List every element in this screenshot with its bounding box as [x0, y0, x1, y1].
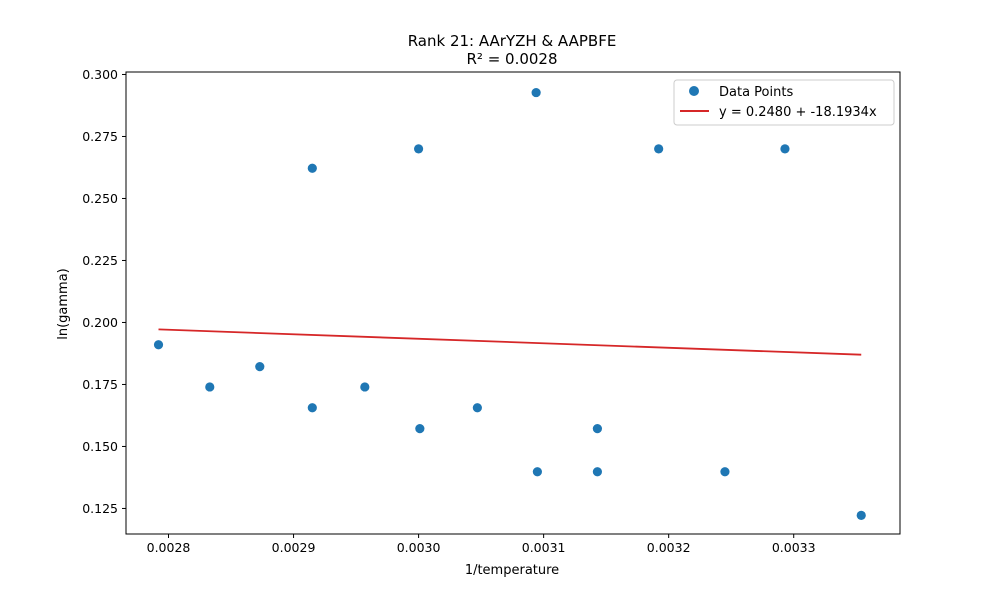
- chart-title: Rank 21: AArYZH & AAPBFE: [408, 32, 617, 50]
- data-point: [856, 510, 866, 521]
- x-tick-label: 0.0033: [772, 540, 816, 555]
- data-point: [780, 144, 790, 154]
- y-tick-label: 0.150: [82, 439, 118, 454]
- data-point: [532, 467, 542, 477]
- x-tick-label: 0.0032: [647, 540, 691, 555]
- data-point: [720, 467, 730, 477]
- data-point: [654, 144, 664, 154]
- data-point: [592, 424, 603, 434]
- axes-frame: [125, 71, 901, 535]
- y-tick-label: 0.200: [82, 315, 118, 330]
- legend-frame: [673, 79, 895, 126]
- data-point: [153, 340, 164, 350]
- x-tick-label: 0.0028: [147, 540, 191, 555]
- plot-area: [125, 71, 901, 535]
- x-tick-label: 0.0031: [522, 540, 566, 555]
- data-point: [415, 424, 425, 434]
- legend-label-data-points: Data Points: [719, 85, 793, 100]
- y-tick-label: 0.175: [82, 377, 118, 392]
- x-axis-label: 1/temperature: [465, 563, 559, 578]
- legend-label-regression-line: y = 0.2480 + -18.1934x: [719, 105, 877, 120]
- y-tick-label: 0.225: [82, 253, 118, 268]
- data-point: [531, 87, 541, 98]
- data-point: [360, 382, 370, 392]
- y-axis-ticks: 0.125 0.150 0.175 0.200 0.225 0.250 0.275 0.300: [82, 67, 126, 516]
- y-tick-label: 0.275: [82, 129, 118, 144]
- y-tick-label: 0.250: [82, 191, 118, 206]
- x-tick-label: 0.0029: [272, 540, 316, 555]
- x-axis-ticks: 0.0028 0.0029 0.0030 0.0031 0.0032 0.0033: [147, 534, 816, 555]
- regression-line: [158, 328, 862, 356]
- y-tick-label: 0.300: [82, 67, 118, 82]
- legend-marker-data-points: [689, 86, 699, 96]
- chart-subtitle: R² = 0.0028: [466, 50, 557, 68]
- y-tick-label: 0.125: [82, 501, 118, 516]
- y-axis-label: ln(gamma): [56, 268, 71, 340]
- data-point: [472, 403, 482, 413]
- series-layer: [153, 87, 866, 521]
- data-point: [205, 382, 215, 392]
- data-point: [307, 163, 317, 173]
- data-point: [413, 144, 424, 154]
- legend: Data Points y = 0.2480 + -18.1934x: [673, 79, 895, 126]
- x-tick-label: 0.0030: [397, 540, 441, 555]
- data-point: [255, 362, 265, 372]
- data-point: [307, 403, 317, 413]
- data-point: [592, 467, 603, 477]
